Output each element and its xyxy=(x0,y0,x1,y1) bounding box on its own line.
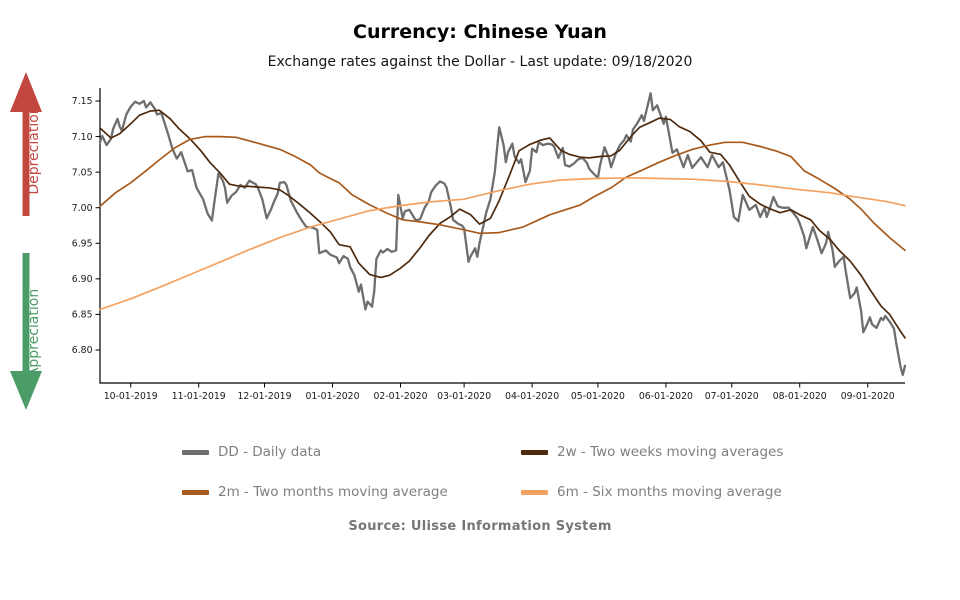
x-tick-label: 02-01-2020 xyxy=(373,391,427,402)
legend-item-two-months-ma: 2m - Two months moving average xyxy=(182,484,521,500)
y-tick-label: 7.05 xyxy=(72,167,93,178)
y-tick-label: 6.85 xyxy=(72,310,93,321)
x-tick-label: 04-01-2020 xyxy=(505,391,559,402)
series-2m-line xyxy=(99,135,906,252)
y-tick-label: 6.95 xyxy=(72,238,93,249)
legend-item-daily-data: DD - Daily data xyxy=(182,444,521,460)
axes-spines xyxy=(99,88,905,384)
legend-item-two-weeks-ma: 2w - Two weeks moving averages xyxy=(521,444,783,460)
appreciation-arrow-shaft xyxy=(22,253,30,375)
x-tick-label: 06-01-2020 xyxy=(639,391,693,402)
appreciation-label: Appreciation xyxy=(26,288,42,378)
x-tick-label: 01-01-2020 xyxy=(305,391,359,402)
y-tick-label: 6.80 xyxy=(72,345,93,356)
x-tick-label: 12-01-2019 xyxy=(237,391,291,402)
x-tick-label: 05-01-2020 xyxy=(571,391,625,402)
depreciation-arrow-shaft xyxy=(22,108,30,216)
page-subtitle: Exchange rates against the Dollar - Last… xyxy=(267,54,693,70)
x-tick-label: 08-01-2020 xyxy=(773,391,827,402)
y-tick-label: 7.00 xyxy=(72,203,93,214)
daily-data-swatch-icon xyxy=(182,449,209,455)
y-tick-label: 7.15 xyxy=(72,96,93,107)
legend-label: 2w - Two weeks moving averages xyxy=(557,444,784,460)
depreciation-label: Depreciation xyxy=(26,105,42,195)
two-weeks-ma-swatch-icon xyxy=(521,449,548,455)
page-title: Currency: Chinese Yuan xyxy=(353,21,607,43)
legend-label: 6m - Six months moving average xyxy=(557,484,782,500)
depreciation-up-arrow-icon xyxy=(10,72,42,112)
series-DD-line xyxy=(98,92,907,377)
six-months-ma-swatch-icon xyxy=(521,489,548,495)
legend-label: 2m - Two months moving average xyxy=(218,484,448,500)
appreciation-down-arrow-icon xyxy=(10,371,42,410)
x-tick-label: 07-01-2020 xyxy=(705,391,759,402)
source-note: Source: Ulisse Information System xyxy=(348,519,612,534)
chart-legend: DD - Daily data 2w - Two weeks moving av… xyxy=(182,432,783,512)
y-tick-label: 6.90 xyxy=(72,274,93,285)
x-tick-label: 10-01-2019 xyxy=(104,391,158,402)
x-tick-label: 11-01-2019 xyxy=(172,391,226,402)
series-6m-line xyxy=(99,176,906,311)
y-tick-label: 7.10 xyxy=(72,132,93,143)
legend-item-six-months-ma: 6m - Six months moving average xyxy=(521,484,783,500)
x-tick-label: 09-01-2020 xyxy=(841,391,895,402)
series-2w-line xyxy=(99,109,906,339)
legend-label: DD - Daily data xyxy=(218,444,322,460)
two-months-ma-swatch-icon xyxy=(182,489,209,495)
x-tick-label: 03-01-2020 xyxy=(437,391,491,402)
